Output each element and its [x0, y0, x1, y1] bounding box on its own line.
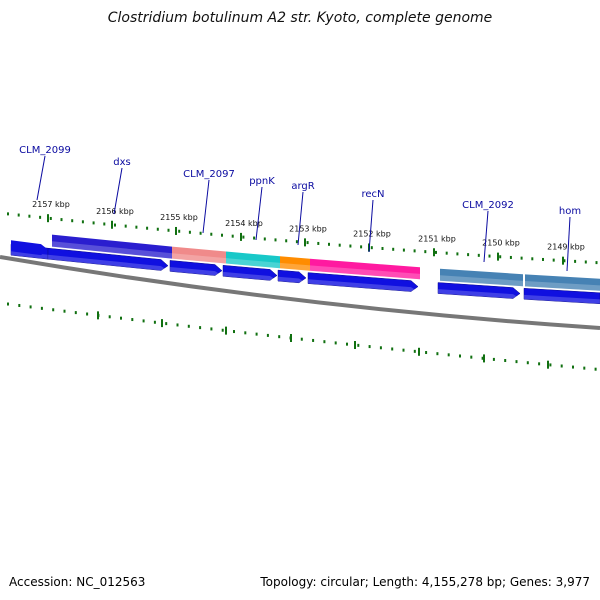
major-tick	[111, 220, 113, 229]
feature-block-hom	[525, 274, 600, 291]
cds-arrow	[11, 240, 48, 256]
cds-arrow	[169, 260, 223, 276]
tick-label: 2152 kbp	[353, 229, 391, 238]
gene-label-clm_2097: CLM_2097	[183, 169, 235, 180]
major-tick	[562, 256, 564, 265]
major-tick	[418, 347, 420, 356]
feature-block-argr	[280, 256, 310, 271]
feature-block-clm_2097	[172, 246, 226, 264]
bottom-dot-track	[7, 302, 597, 371]
major-tick	[433, 248, 435, 257]
gene-label-dxs: dxs	[113, 157, 130, 168]
major-tick	[97, 311, 99, 320]
tick-label: 2150 kbp	[482, 239, 520, 248]
major-tick	[175, 226, 177, 235]
major-tick	[161, 319, 163, 328]
tick-label: 2151 kbp	[418, 234, 456, 243]
accession-text: Accession: NC_012563	[9, 575, 146, 589]
tick-labels: 2157 kbp 2156 kbp 2155 kbp 2154 kbp 2153 kbp…	[32, 200, 585, 251]
gene-label-recn: recN	[361, 189, 384, 200]
tick-label: 2156 kbp	[96, 207, 134, 216]
feature-block-dxs	[52, 234, 172, 259]
genome-backbone	[0, 255, 600, 330]
cds-arrow	[222, 265, 278, 281]
feature-block-ppnk	[226, 251, 280, 269]
cds-arrow	[437, 282, 521, 299]
major-tick	[497, 252, 499, 261]
major-tick	[47, 214, 49, 223]
cds-arrow	[523, 288, 600, 305]
gene-label-argr: argR	[291, 181, 314, 192]
feature-block-clm_2092	[440, 268, 523, 287]
major-tick	[290, 333, 292, 342]
map-title: Clostridium botulinum A2 str. Kyoto, com…	[107, 10, 493, 26]
major-tick	[547, 360, 549, 369]
major-tick	[240, 232, 242, 241]
major-tick	[225, 326, 227, 335]
cds-arrow	[307, 272, 419, 292]
gene-label-hom: hom	[559, 206, 581, 217]
top-dot-track	[7, 212, 598, 265]
major-tick	[354, 341, 356, 350]
tick-label: 2153 kbp	[289, 224, 327, 233]
feature-block-recn	[310, 258, 420, 280]
cds-arrow	[47, 247, 169, 271]
tick-label: 2157 kbp	[32, 200, 70, 209]
major-tick	[304, 238, 306, 247]
major-tick	[483, 354, 485, 363]
gene-label-ppnk: ppnK	[249, 176, 275, 187]
gene-label-clm_2099: CLM_2099	[19, 145, 71, 156]
tick-label: 2154 kbp	[225, 219, 263, 228]
cds-arrows	[10, 240, 600, 305]
topology-summary: Topology: circular; Length: 4,155,278 bp…	[260, 575, 590, 589]
tick-label: 2155 kbp	[160, 213, 198, 222]
gene-label-clm_2092: CLM_2092	[462, 200, 514, 211]
tick-label: 2149 kbp	[547, 243, 585, 252]
cds-arrow	[277, 269, 307, 284]
feature-blocks	[52, 234, 600, 291]
